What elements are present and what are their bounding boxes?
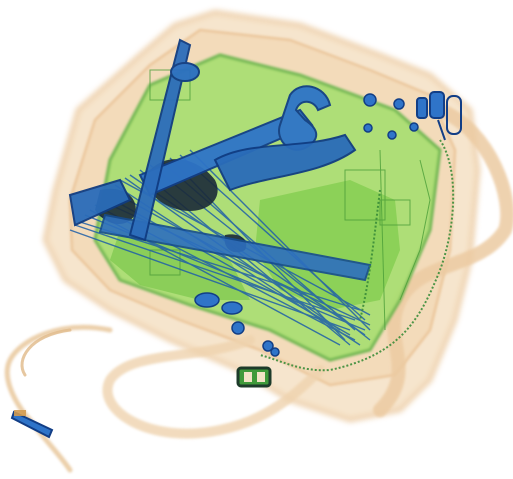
strap-clip — [236, 366, 272, 388]
metal-parts — [194, 93, 419, 357]
long-bar — [98, 213, 372, 282]
pliers — [68, 38, 357, 242]
buckle — [416, 91, 462, 141]
bag-strap — [4, 103, 513, 473]
strap-end-clip — [10, 410, 54, 439]
zipper — [259, 139, 455, 372]
